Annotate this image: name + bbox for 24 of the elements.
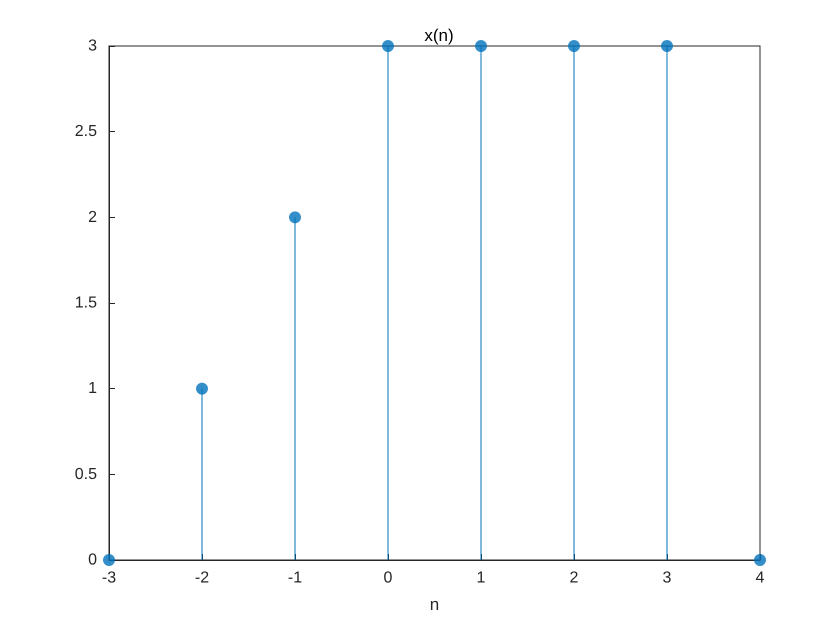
chart-title: x(n): [424, 26, 454, 45]
y-tick-label: 2: [88, 208, 98, 226]
x-tick-label: 2: [570, 570, 579, 586]
x-tick-label: 3: [662, 570, 672, 586]
x-axis-title: n: [430, 595, 440, 614]
x-tick-label: -1: [288, 570, 302, 586]
x-tick-label: 4: [756, 570, 765, 586]
x-tick-label: 1: [476, 570, 486, 586]
y-tick-label: 0: [88, 552, 98, 568]
x-tick-label: -2: [194, 570, 210, 586]
point: [196, 382, 208, 395]
point: [382, 40, 394, 52]
y-tick-label: 0.5: [74, 466, 98, 483]
x-tick-label: 0: [384, 570, 393, 586]
point: [103, 554, 115, 566]
y-tick-label: 2.5: [74, 123, 98, 140]
point: [568, 40, 580, 52]
point: [289, 211, 301, 224]
x-tick-label: -3: [102, 570, 116, 586]
y-tick-label: 3: [88, 38, 98, 54]
y-tick-label: 1: [88, 380, 98, 398]
y-tick-label: 1.5: [74, 294, 98, 312]
point: [475, 40, 487, 52]
point: [661, 40, 673, 52]
